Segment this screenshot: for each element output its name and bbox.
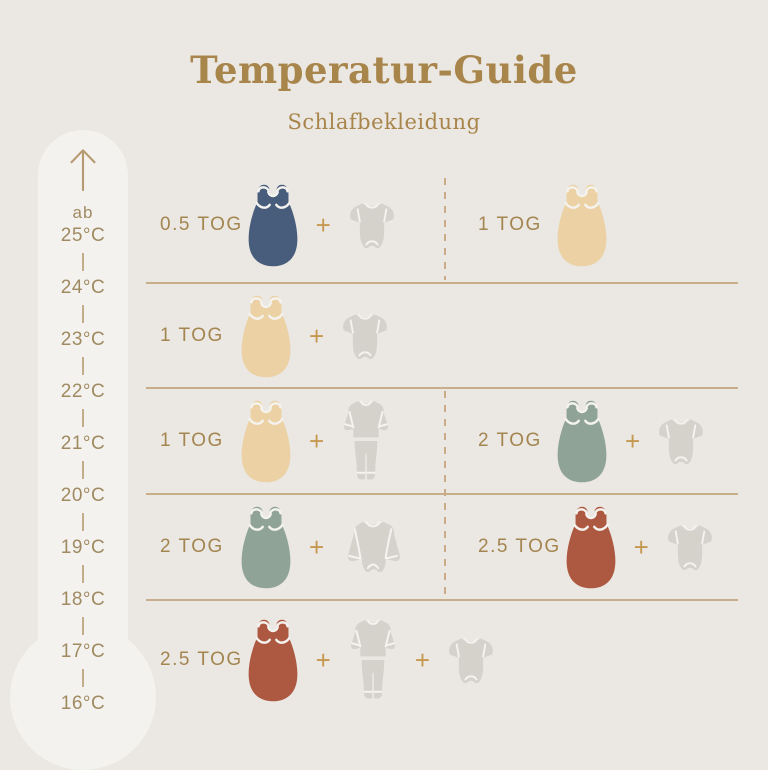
plus-icon: + [315, 645, 331, 675]
sleeping-bag-icon [236, 500, 296, 594]
scale-tick [82, 409, 84, 427]
tog-label: 2 TOG [478, 430, 542, 451]
guide-row: 2 TOG + 2.5 TOG + [146, 496, 740, 598]
sleeping-bag-icon [552, 394, 612, 488]
sleeping-bag-icon [243, 613, 303, 707]
tog-label: 2 TOG [160, 536, 224, 557]
temp-label: 19°C [60, 537, 106, 558]
pajamas-icon [344, 615, 402, 705]
temp-label: 21°C [60, 433, 106, 454]
tog-label: 2.5 TOG [160, 649, 243, 670]
page-subtitle: Schlafbekleidung [287, 110, 481, 134]
page-title: Temperatur-Guide [190, 48, 578, 92]
temp-label: 22°C [60, 381, 106, 402]
plus-icon: + [633, 532, 649, 562]
guide-cell: 2 TOG + [146, 496, 409, 598]
guide-cell: 1 TOG + [146, 285, 393, 386]
row-separator [146, 493, 738, 495]
temp-label: 17°C [60, 641, 106, 662]
plus-icon: + [315, 210, 331, 240]
guide-cell: 2.5 TOG + + [146, 602, 499, 718]
guide-row: 2.5 TOG + + [146, 602, 740, 718]
scale-tick [82, 669, 84, 687]
plus-icon: + [625, 426, 641, 456]
tog-label: 1 TOG [160, 324, 224, 346]
guide-cell: 2 TOG + [460, 390, 709, 492]
guide-row: 1 TOG + [146, 285, 740, 386]
bodysuit-short-icon [337, 310, 393, 362]
plus-icon: + [309, 426, 325, 456]
sleeping-bag-icon [236, 289, 296, 383]
temp-label: 16°C [60, 693, 106, 714]
tog-label: 1 TOG [160, 430, 224, 451]
plus-icon: + [309, 532, 325, 562]
temp-label: 25°C [60, 225, 106, 246]
thermometer-bulb [10, 624, 156, 770]
guide-row: 1 TOG + 2 TOG + [146, 390, 740, 492]
pajamas-icon [337, 396, 395, 486]
sleeping-bag-icon [552, 178, 612, 272]
temp-label: 23°C [60, 329, 106, 350]
tog-label: 0.5 TOG [160, 214, 243, 235]
row-separator [146, 282, 738, 284]
scale-tick [82, 617, 84, 635]
scale-tick [82, 357, 84, 375]
scale-prefix: ab [72, 203, 94, 222]
plus-icon: + [309, 320, 325, 351]
row-separator [146, 599, 738, 601]
plus-icon: + [414, 645, 431, 675]
temp-label: 18°C [60, 589, 106, 610]
up-arrow-icon [66, 146, 100, 192]
bodysuit-short-icon [653, 415, 709, 467]
scale-tick [82, 565, 84, 583]
temp-label: 24°C [60, 277, 106, 298]
sleeping-bag-icon [236, 394, 296, 488]
guide-cell: 2.5 TOG + [460, 496, 718, 598]
tog-label: 1 TOG [478, 214, 542, 235]
guide-cell: 1 TOG [460, 170, 612, 280]
temp-label: 20°C [60, 485, 106, 506]
scale-tick [82, 253, 84, 271]
guide-row: 0.5 TOG + 1 TOG [146, 170, 740, 280]
scale-tick [82, 305, 84, 323]
scale-tick [82, 513, 84, 531]
sleeping-bag-icon [561, 500, 621, 594]
bodysuit-short-icon [443, 634, 499, 686]
guide-cell: 0.5 TOG + [146, 170, 400, 280]
tog-label: 2.5 TOG [478, 536, 561, 557]
scale-tick [82, 461, 84, 479]
guide-cell: 1 TOG + [146, 390, 395, 492]
bodysuit-short-icon [662, 521, 718, 573]
bodysuit-long-icon [337, 517, 409, 577]
thermometer-scale: ab 25°C 24°C 23°C 22°C 21°C 20°C 19°C 18… [38, 146, 128, 716]
sleeping-bag-icon [243, 178, 303, 272]
column-divider-dashed [444, 178, 446, 280]
row-separator [146, 387, 738, 389]
bodysuit-short-icon [344, 199, 400, 251]
column-divider-dashed [444, 391, 446, 597]
